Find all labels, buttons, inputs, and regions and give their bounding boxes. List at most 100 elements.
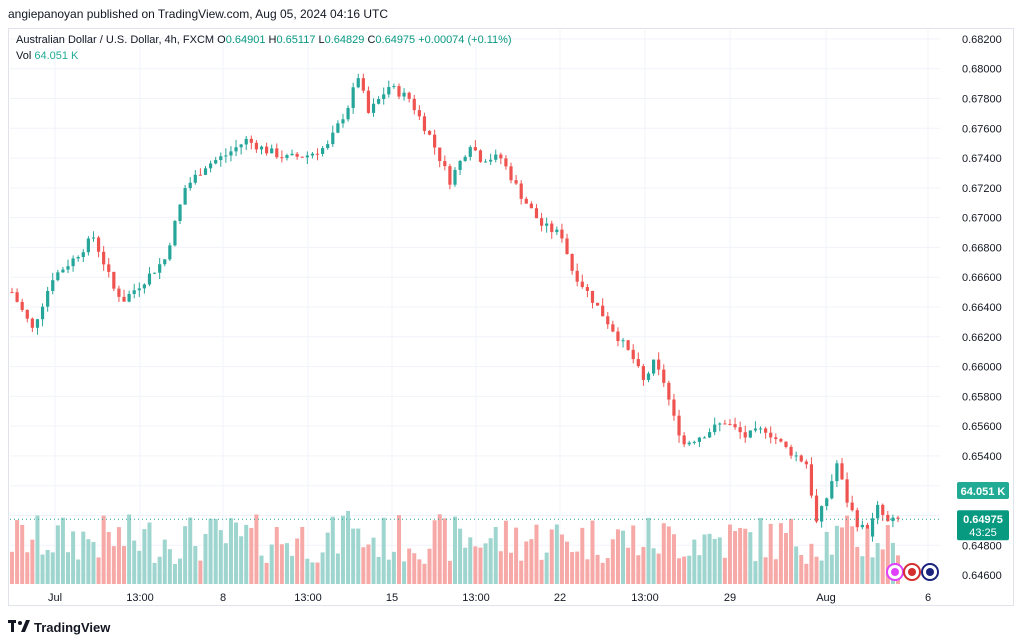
candle-body[interactable] [840,463,844,480]
candle-body[interactable] [550,223,554,233]
candle-body[interactable] [402,92,406,97]
candle-body[interactable] [40,306,45,320]
candle-body[interactable] [881,504,885,515]
candle-body[interactable] [173,221,177,246]
candle-body[interactable] [336,123,340,133]
candle-body[interactable] [728,423,732,425]
candle-body[interactable] [830,481,834,499]
candle-body[interactable] [825,498,829,507]
candle-body[interactable] [682,435,686,445]
candle-body[interactable] [168,245,172,260]
candle-body[interactable] [539,218,544,226]
candle-body[interactable] [483,161,488,163]
candle-body[interactable] [20,301,24,310]
candle-body[interactable] [86,238,90,253]
candle-body[interactable] [631,349,635,360]
candle-body[interactable] [529,203,533,209]
candle-body[interactable] [519,183,523,199]
candle-body[interactable] [30,318,34,328]
candle-body[interactable] [326,144,330,149]
candle-body[interactable] [147,273,152,285]
candle-body[interactable] [163,259,167,265]
candle-body[interactable] [468,147,472,157]
candle-body[interactable] [820,506,824,522]
candle-body[interactable] [478,150,483,162]
candle-body[interactable] [331,132,335,145]
candle-body[interactable] [601,305,605,317]
candle-body[interactable] [733,424,737,428]
candle-body[interactable] [203,168,208,175]
candle-body[interactable] [738,427,742,433]
candle-body[interactable] [305,155,309,158]
candle-body[interactable] [61,269,65,273]
candle-body[interactable] [692,441,696,443]
candle-body[interactable] [361,78,365,91]
candle-body[interactable] [295,153,299,157]
candle-body[interactable] [504,158,508,167]
candle-body[interactable] [870,518,875,537]
candle-body[interactable] [76,257,80,259]
candle-body[interactable] [534,208,539,219]
candle-body[interactable] [122,296,126,302]
candle-body[interactable] [657,359,661,370]
candle-body[interactable] [96,237,101,252]
candle-body[interactable] [321,148,325,154]
candle-body[interactable] [707,432,712,438]
candle-body[interactable] [718,423,722,425]
candle-body[interactable] [407,92,411,99]
candle-body[interactable] [453,169,457,185]
candle-body[interactable] [35,319,40,328]
candle-body[interactable] [641,366,646,380]
candle-body[interactable] [137,288,141,291]
candle-body[interactable] [356,78,360,88]
candle-body[interactable] [585,286,589,291]
candle-body[interactable] [46,290,50,307]
candle-body[interactable] [835,463,839,482]
candle-body[interactable] [234,147,238,152]
candle-body[interactable] [611,324,615,332]
candle-body[interactable] [570,254,574,271]
candle-body[interactable] [158,264,162,273]
volume-label[interactable]: Vol [16,50,32,62]
candle-body[interactable] [183,188,187,205]
candle-body[interactable] [127,293,131,302]
candle-body[interactable] [382,94,386,100]
candle-body[interactable] [769,432,773,438]
candle-body[interactable] [677,415,681,436]
candle-body[interactable] [860,524,864,528]
candle-body[interactable] [473,147,477,151]
candle-body[interactable] [626,340,630,350]
candle-body[interactable] [499,154,503,159]
candle-body[interactable] [743,432,747,438]
symbol-name[interactable]: Australian Dollar / U.S. Dollar, 4h, FXC… [16,34,215,46]
candle-body[interactable] [621,340,625,342]
candle-body[interactable] [91,237,96,239]
candle-body[interactable] [371,103,376,113]
candle-body[interactable] [107,264,111,272]
candle-body[interactable] [264,146,269,154]
candle-body[interactable] [774,437,778,440]
candle-body[interactable] [590,290,595,303]
candle-body[interactable] [494,154,498,160]
candle-body[interactable] [341,119,345,124]
candle-body[interactable] [25,309,29,319]
candle-body[interactable] [15,292,19,302]
candle-body[interactable] [193,174,197,183]
candle-body[interactable] [458,160,462,170]
candle-body[interactable] [784,441,788,447]
candle-body[interactable] [270,148,274,154]
candle-body[interactable] [224,155,228,157]
candle-body[interactable] [244,138,248,145]
candle-body[interactable] [896,517,900,519]
candle-body[interactable] [595,302,600,306]
candle-body[interactable] [102,251,106,265]
candle-body[interactable] [422,116,427,131]
candle-body[interactable] [229,151,233,156]
candle-body[interactable] [249,138,253,143]
candle-body[interactable] [275,148,279,158]
candle-body[interactable] [132,290,136,294]
candle-body[interactable] [392,86,396,88]
candle-body[interactable] [397,86,401,97]
candle-body[interactable] [606,316,610,325]
